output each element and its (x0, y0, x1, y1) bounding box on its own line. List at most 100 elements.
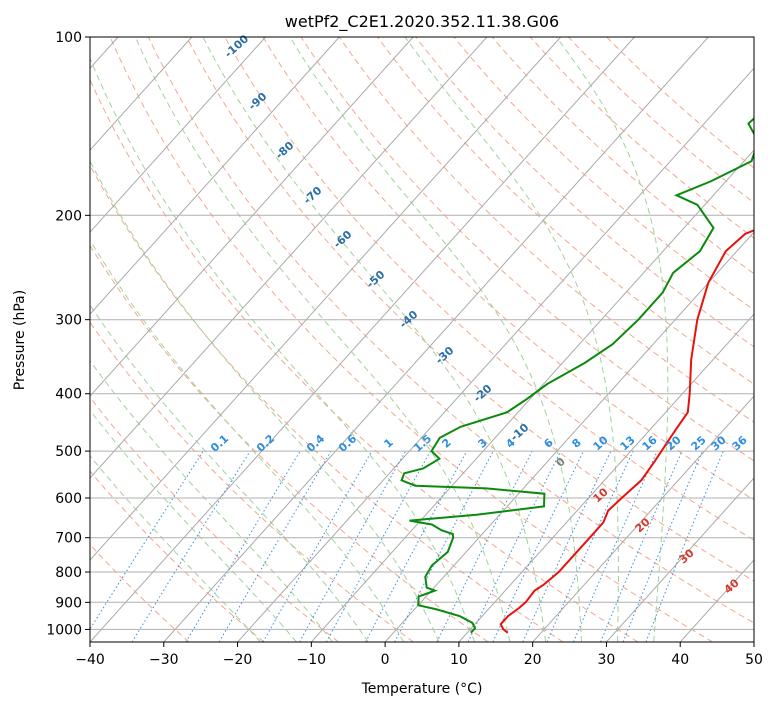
isotherm-label: -20 (471, 382, 495, 405)
mixing-ratio-label: 13 (618, 433, 638, 453)
isotherm-line (163, 37, 709, 642)
mixing-ratio-line (622, 450, 704, 642)
y-tick-label: 200 (55, 208, 82, 224)
dry-adiabat-line (90, 78, 639, 642)
x-axis-ticks: −40 −30 −20 −10 0 10 20 30 40 50 (75, 642, 763, 668)
x-tick-label: −20 (223, 652, 253, 668)
y-tick-label: 400 (55, 387, 82, 403)
moist-adiabat-line (555, 37, 669, 642)
dry-adiabat-line (529, 37, 754, 239)
isotherm-line (753, 641, 754, 642)
x-axis-title: Temperature (°C) (361, 681, 483, 697)
mixing-ratio-line (522, 450, 612, 642)
moist-adiabat-line (90, 239, 405, 642)
dry-adiabat-line (90, 164, 564, 642)
moist-adiabat-line (90, 359, 333, 642)
y-axis-ticks: 100 200 300 400 500 600 700 800 900 1000 (46, 30, 90, 638)
moist-adiabat-line (134, 37, 511, 642)
x-tick-label: −40 (75, 652, 105, 668)
dry-adiabat-line (90, 321, 414, 642)
isotherm-line (90, 37, 635, 642)
y-tick-label: 1000 (46, 622, 82, 638)
x-tick-label: 0 (381, 652, 390, 668)
isotherm-line (384, 231, 754, 642)
y-axis-title: Pressure (hPa) (12, 290, 28, 390)
moist-adiabat-line (289, 37, 582, 642)
isotherm-label: 0 (553, 455, 568, 470)
profile-lines (400, 117, 754, 634)
mixing-ratio-label: 8 (569, 436, 583, 451)
mixing-ratio-label: 3 (475, 436, 489, 451)
x-tick-label: 30 (598, 652, 616, 668)
isotherm-label: -40 (397, 308, 421, 331)
pressure-gridlines (90, 37, 754, 630)
y-tick-label: 800 (55, 565, 82, 581)
mixing-ratio-line (299, 450, 407, 642)
y-tick-label: 500 (55, 444, 82, 460)
y-tick-label: 700 (55, 531, 82, 547)
y-tick-label: 100 (55, 30, 82, 46)
isotherm-line (90, 37, 193, 151)
isotherm-line (606, 477, 754, 642)
moist-adiabat-line (90, 304, 369, 642)
mixing-ratio-line (325, 450, 431, 642)
dewpoint-line (400, 117, 754, 634)
isotherm-line (237, 67, 754, 642)
isotherm-label: -60 (331, 228, 355, 251)
x-tick-label: 10 (450, 652, 468, 668)
isotherm-line (90, 37, 414, 397)
x-tick-label: −30 (149, 652, 179, 668)
mixing-ratio-line (645, 450, 724, 642)
dry-adiabat-line (186, 37, 754, 582)
line-annotations: -100-90-80-70-60-50-40-30-20-10010203040… (208, 32, 750, 596)
mixing-ratio-line (262, 450, 373, 642)
x-tick-label: 50 (745, 652, 763, 668)
mixing-ratio-label: 36 (730, 433, 750, 453)
isotherm-label: -70 (301, 184, 325, 207)
dry-adiabat-line (415, 37, 754, 348)
mixing-ratio-label: 10 (591, 433, 611, 453)
moist-adiabat-line (404, 37, 619, 642)
mixing-ratio-label: 2 (439, 436, 453, 451)
isotherm-line (90, 37, 340, 315)
dry-adiabat-line (491, 37, 754, 275)
mixing-ratio-line (573, 450, 658, 642)
mixing-ratio-line (131, 450, 251, 642)
dry-adiabat-line (262, 37, 754, 501)
temperature-line (499, 229, 754, 634)
dry-adiabat-line (90, 470, 265, 642)
dry-adiabat-line (453, 37, 754, 311)
dry-adiabat-line (90, 396, 339, 642)
isotherm-label: -90 (246, 90, 270, 113)
mixing-ratio-label: 1 (381, 436, 395, 451)
isotherm-label: -100 (222, 32, 251, 60)
dry-adiabat-line (109, 37, 713, 642)
isotherm-line (90, 37, 488, 479)
mixing-ratio-line (492, 450, 584, 642)
isotherm-label: -50 (364, 268, 388, 291)
dry-adiabat-line (224, 37, 754, 541)
plot-frame (89, 36, 755, 643)
mixing-ratio-line (218, 450, 332, 642)
isotherm-label: 20 (633, 515, 653, 535)
dry-adiabat-line (90, 543, 190, 642)
chart-title: wetPf2_C2E1.2020.352.11.38.G06 (285, 12, 559, 32)
mixing-ratio-line (467, 450, 562, 642)
y-tick-label: 300 (55, 313, 82, 329)
mixing-ratio-line (600, 450, 683, 642)
x-tick-label: −10 (297, 652, 327, 668)
x-tick-label: 20 (524, 652, 542, 668)
isotherm-line (90, 37, 266, 233)
isotherm-line (310, 149, 754, 642)
background-lines (90, 37, 754, 642)
y-tick-label: 900 (55, 595, 82, 611)
isotherm-label: 30 (677, 546, 697, 566)
mixing-ratio-line (90, 450, 204, 630)
mixing-ratio-label: 30 (709, 433, 729, 453)
mixing-ratio-line (546, 450, 634, 642)
dry-adiabat-line (377, 37, 754, 385)
x-tick-label: 40 (671, 652, 689, 668)
isotherm-line (458, 313, 754, 642)
dry-adiabat-line (338, 37, 754, 423)
